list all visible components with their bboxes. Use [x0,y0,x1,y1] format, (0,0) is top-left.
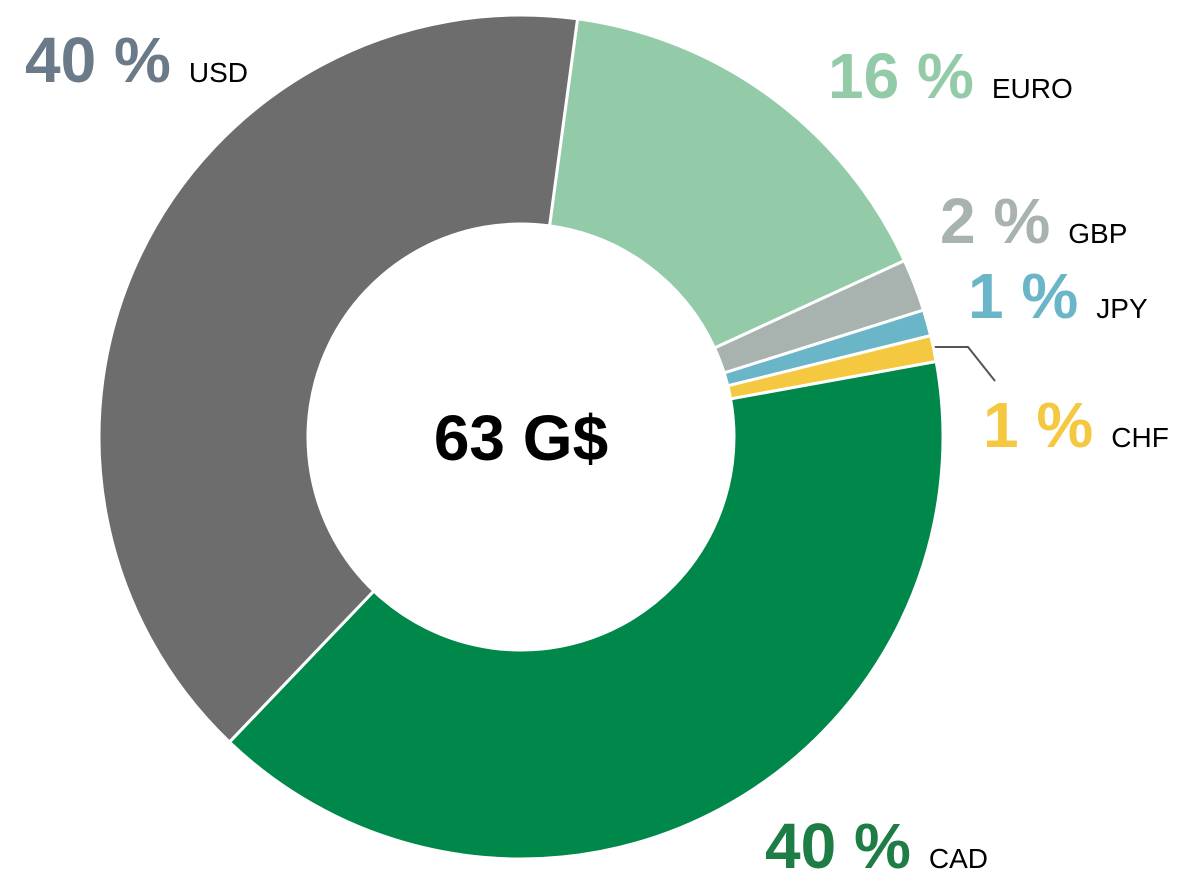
slice-label: 1 % JPY [968,260,1148,332]
category-label: CHF [1111,422,1169,453]
center-label: 63 G$ [434,402,608,474]
donut-slice [547,17,907,350]
category-label: USD [189,57,248,88]
category-label: CAD [929,843,988,874]
slice-label: 40 % CAD [765,810,988,876]
category-label: JPY [1096,293,1148,324]
slice-label: 16 % EURO [828,40,1073,112]
donut-slice [97,13,580,745]
slice-label: 2 % GBP [940,185,1127,257]
category-label: EURO [992,73,1073,104]
value-label: 16 % [828,40,974,112]
donut-slice [227,359,945,861]
value-label: 1 % [968,260,1078,332]
value-label: 40 % [765,810,911,876]
value-label: 40 % [25,24,171,96]
leader-line [930,346,996,382]
value-label: 1 % [983,389,1093,461]
value-label: 2 % [940,185,1050,257]
category-label: GBP [1068,218,1127,249]
slice-label: 40 % USD [25,24,248,96]
slice-label: 1 % CHF [983,389,1169,461]
